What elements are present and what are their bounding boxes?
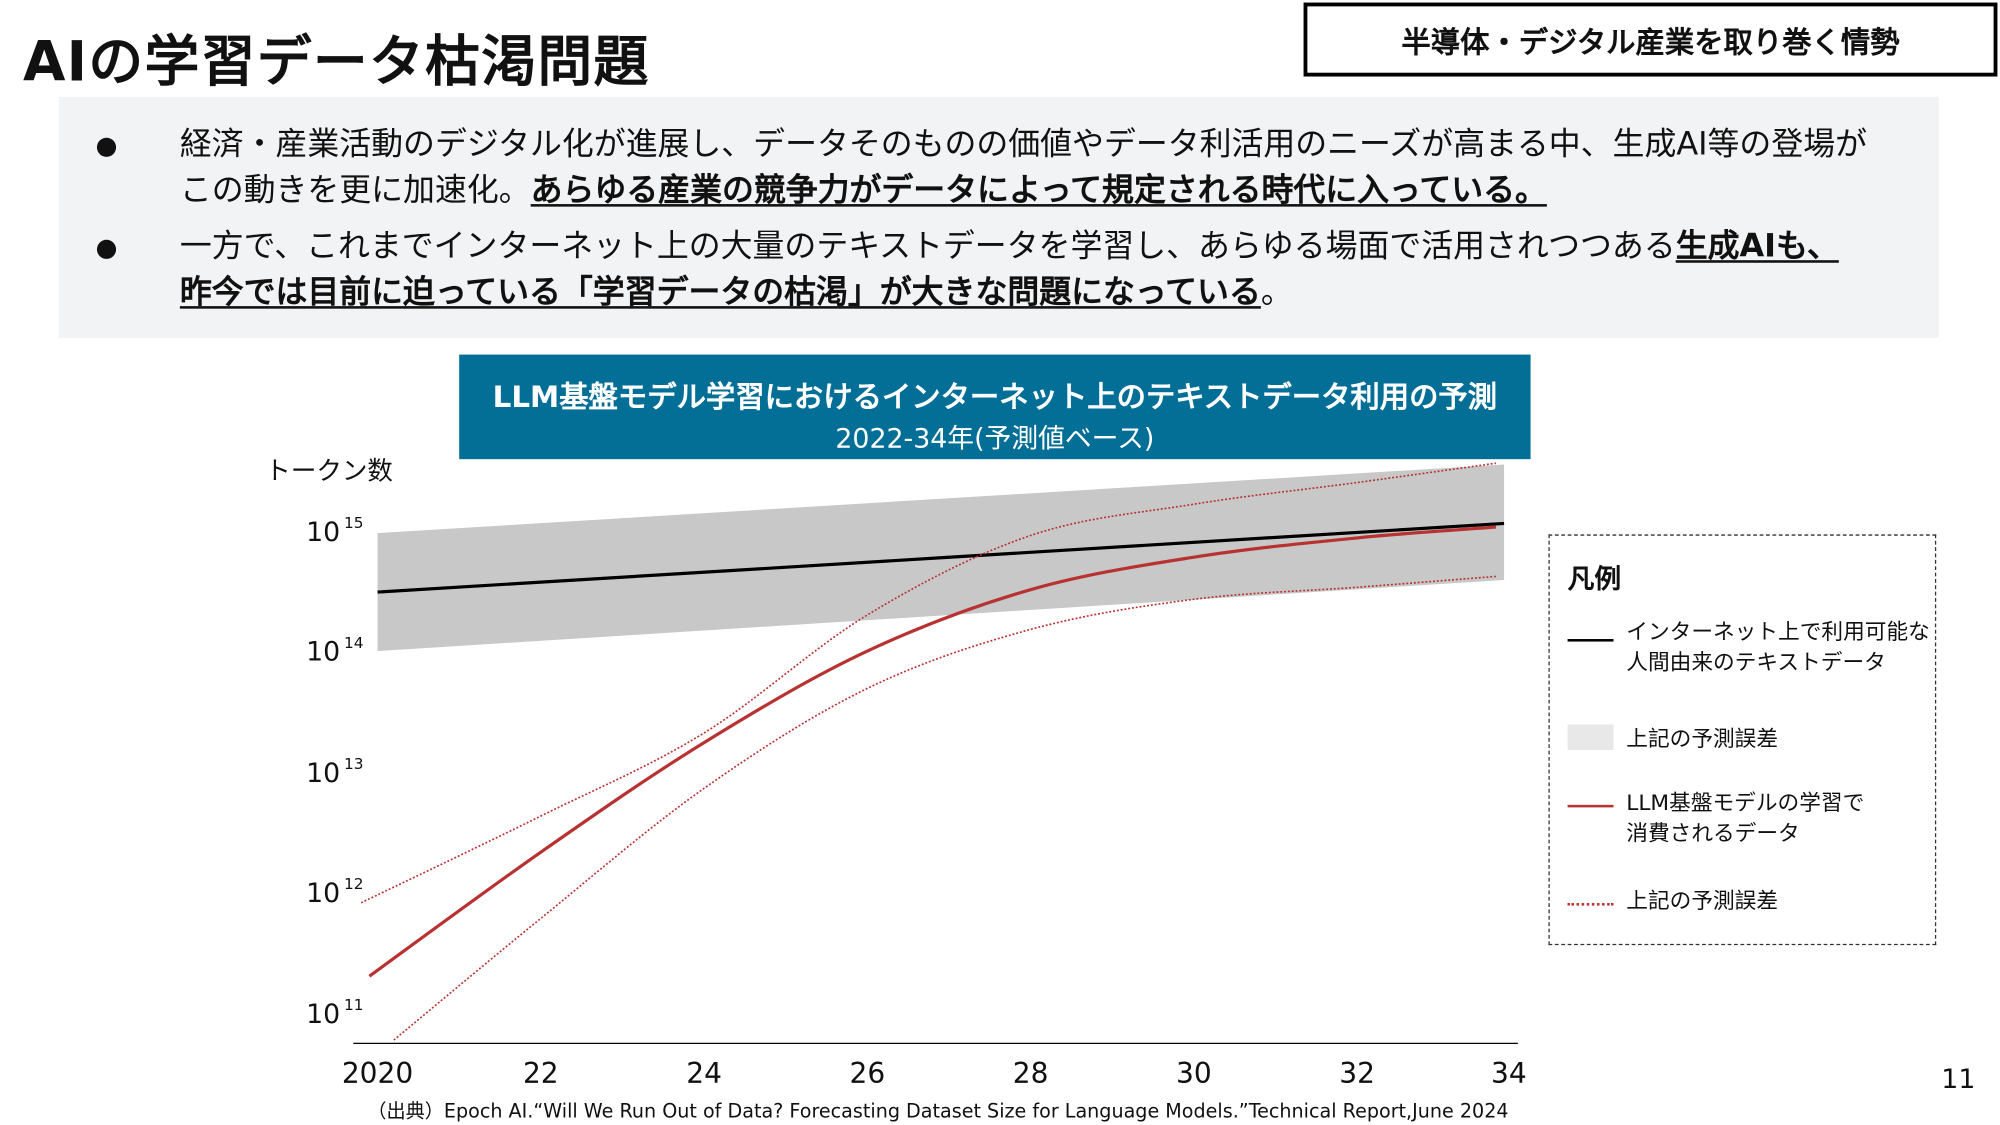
human-data-line xyxy=(377,521,1505,594)
legend-label: 上記の予測誤差 xyxy=(1626,889,1779,915)
chart-subtitle: 2022-34年(予測値ベース) xyxy=(835,423,1155,455)
tick-exponent: 11 xyxy=(344,995,364,1014)
tick-base: 10 xyxy=(306,998,341,1029)
black-line-swatch-icon xyxy=(1567,639,1614,642)
x-tick-label: 24 xyxy=(686,1058,722,1091)
summary-panel: 経済・産業活動のデジタル化が進展し、データそのものの価値やデータ利活用のニーズが… xyxy=(58,96,1939,339)
x-tick-label: 22 xyxy=(522,1058,559,1091)
bullet-item: 経済・産業活動のデジタル化が進展し、データそのものの価値やデータ利活用のニーズが… xyxy=(96,121,1867,213)
tick-exponent: 15 xyxy=(344,514,364,532)
chart-title: LLM基盤モデル学習におけるインターネット上のテキストデータ利用の予測 xyxy=(492,381,1498,415)
x-tick-label: 2020 xyxy=(341,1058,414,1091)
legend: 凡例 インターネット上で利用可能な 人間由来のテキストデータ 上記の予測誤差 L… xyxy=(1548,534,1937,946)
emphasized-text: 昨今では目前に迫っている「学習データの枯渇」が大きな問題になっている xyxy=(179,272,1261,310)
tick-base: 10 xyxy=(306,877,341,909)
body-text: この動きを更に加速化。 xyxy=(179,170,531,208)
llm-error-lower-line xyxy=(393,575,1496,1041)
tick-base: 10 xyxy=(306,516,341,548)
bullet-line: 一方で、これまでインターネット上の大量のテキストデータを学習し、あらゆる場面で活… xyxy=(180,223,1839,269)
legend-item-llm-band: 上記の予測誤差 xyxy=(1567,886,1779,917)
y-tick-label: 10 13 xyxy=(306,755,363,788)
bullet-text: 経済・産業活動のデジタル化が進展し、データそのものの価値やデータ利活用のニーズが… xyxy=(180,121,1867,213)
source-citation: （出典）Epoch AI.“Will We Run Out of Data? F… xyxy=(367,1099,1509,1123)
legend-item-human-band: 上記の予測誤差 xyxy=(1567,724,1779,755)
y-tick-label: 10 11 xyxy=(306,996,363,1029)
tick-base: 10 xyxy=(306,757,341,788)
page-number: 11 xyxy=(1941,1063,1976,1095)
gray-band-swatch-icon xyxy=(1567,724,1614,750)
legend-label: インターネット上で利用可能な xyxy=(1626,619,1930,646)
page-title: AIの学習データ枯渇問題 xyxy=(22,30,650,95)
y-tick-label: 10 15 xyxy=(306,514,363,547)
bullet-line: 昨今では目前に迫っている「学習データの枯渇」が大きな問題になっている。 xyxy=(180,269,1839,315)
y-axis-label: トークン数 xyxy=(265,455,393,486)
red-line-swatch-icon xyxy=(1567,804,1614,808)
body-text: 一方で、これまでインターネット上の大量のテキストデータを学習し、あらゆる場面で活… xyxy=(179,227,1676,265)
tick-exponent: 12 xyxy=(344,875,364,894)
red-dotted-swatch-icon xyxy=(1567,903,1614,906)
body-text: 。 xyxy=(1260,272,1293,310)
x-tick-label: 26 xyxy=(849,1058,886,1091)
legend-item-llm-data: LLM基盤モデルの学習で 消費されるデータ xyxy=(1567,788,1865,849)
legend-label: LLM基盤モデルの学習で xyxy=(1626,790,1865,817)
chart-title-box: LLM基盤モデル学習におけるインターネット上のテキストデータ利用の予測 2022… xyxy=(459,354,1531,460)
x-tick-label: 34 xyxy=(1491,1058,1527,1091)
bullet-dot-icon xyxy=(96,137,117,157)
emphasized-text: 生成AIも、 xyxy=(1675,227,1839,265)
x-tick-label: 28 xyxy=(1012,1058,1049,1091)
y-tick-label: 10 14 xyxy=(306,634,363,667)
bullet-item: 一方で、これまでインターネット上の大量のテキストデータを学習し、あらゆる場面で活… xyxy=(96,223,1839,315)
llm-error-upper-line xyxy=(360,462,1497,904)
x-tick-label: 30 xyxy=(1176,1058,1212,1091)
tick-exponent: 13 xyxy=(344,754,364,773)
legend-title: 凡例 xyxy=(1567,563,1622,595)
legend-label: 上記の予測誤差 xyxy=(1626,727,1779,753)
bullet-text: 一方で、これまでインターネット上の大量のテキストデータを学習し、あらゆる場面で活… xyxy=(180,223,1839,315)
body-text: 経済・産業活動のデジタル化が進展し、データそのものの価値やデータ利活用のニーズが… xyxy=(179,124,1867,162)
llm-consumption-line xyxy=(368,525,1497,978)
bullet-dot-icon xyxy=(96,239,117,259)
x-tick-label: 32 xyxy=(1339,1058,1375,1091)
legend-label: 消費されるデータ xyxy=(1626,821,1800,847)
emphasized-text: あらゆる産業の競争力がデータによって規定される時代に入っている。 xyxy=(530,170,1547,208)
bullet-line: 経済・産業活動のデジタル化が進展し、データそのものの価値やデータ利活用のニーズが… xyxy=(180,121,1867,167)
legend-item-human-data: インターネット上で利用可能な 人間由来のテキストデータ xyxy=(1567,617,1930,678)
tick-exponent: 14 xyxy=(344,634,364,653)
bullet-line: この動きを更に加速化。あらゆる産業の競争力がデータによって規定される時代に入って… xyxy=(180,167,1867,213)
tick-base: 10 xyxy=(306,636,341,668)
legend-label: 人間由来のテキストデータ xyxy=(1626,650,1886,677)
section-tag: 半導体・デジタル産業を取り巻く情勢 xyxy=(1303,2,1998,77)
y-tick-label: 10 12 xyxy=(306,875,363,908)
